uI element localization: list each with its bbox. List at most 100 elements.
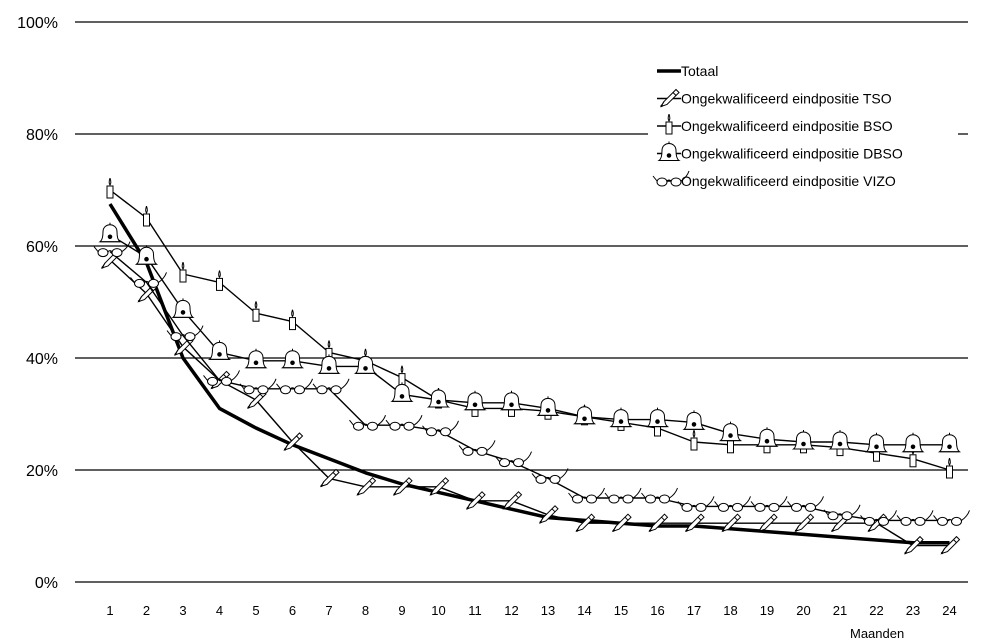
glasses-icon xyxy=(641,487,678,504)
bell-icon xyxy=(134,245,159,265)
legend-label: Ongekwalificeerd eindpositie TSO xyxy=(681,91,892,107)
legend-label: Ongekwalificeerd eindpositie VIZO xyxy=(681,173,896,189)
glasses-icon xyxy=(714,496,751,512)
glasses-icon xyxy=(458,440,496,456)
legend-item: Ongekwalificeerd eindpositie VIZO xyxy=(652,170,896,189)
x-tick-label: 7 xyxy=(325,603,332,618)
glasses-icon xyxy=(239,378,277,395)
pencil-icon xyxy=(502,491,523,510)
legend-box xyxy=(648,58,958,195)
y-tick-label: 20% xyxy=(26,463,58,480)
bell-icon xyxy=(536,396,560,416)
pencil-icon xyxy=(721,513,742,533)
glasses-icon xyxy=(312,378,350,395)
y-tick-label: 100% xyxy=(17,15,58,32)
bell-icon xyxy=(828,430,852,450)
x-tick-label: 17 xyxy=(687,603,701,618)
series xyxy=(98,222,962,453)
x-tick-label: 9 xyxy=(398,603,405,618)
legend-item: Ongekwalificeerd eindpositie BSO xyxy=(657,113,893,135)
series-line xyxy=(108,203,950,545)
pencil-icon xyxy=(684,513,705,533)
bell-icon xyxy=(901,432,925,453)
series-line xyxy=(109,259,950,547)
series-line xyxy=(109,251,950,522)
legend-item: Totaal xyxy=(657,63,718,79)
x-tick-label: 5 xyxy=(252,603,259,618)
x-tick-label: 1 xyxy=(106,603,113,618)
glasses-icon xyxy=(495,451,532,468)
x-tick-label: 2 xyxy=(143,603,150,618)
glasses-icon xyxy=(750,496,788,512)
glasses-icon xyxy=(349,415,386,431)
legend-label: Totaal xyxy=(681,63,718,79)
candle-icon xyxy=(216,270,223,291)
y-axis-ticks: 0% 20% 40% 60% 80% 100% xyxy=(17,15,58,592)
bell-icon xyxy=(718,421,743,442)
legend: Totaal Ongekwalificeerd eindpositie TSO On… xyxy=(648,58,958,195)
bell-icon xyxy=(864,432,889,453)
glasses-icon xyxy=(422,420,459,437)
glasses-icon xyxy=(385,415,423,431)
series xyxy=(100,250,961,555)
candle-icon xyxy=(946,457,953,479)
glasses-icon xyxy=(276,378,313,395)
pencil-icon xyxy=(575,513,596,533)
bell-icon xyxy=(98,222,122,243)
x-axis-label: Maanden xyxy=(850,626,904,641)
bell-icon xyxy=(207,340,232,360)
x-tick-label: 3 xyxy=(179,603,186,618)
glasses-icon xyxy=(860,510,897,526)
bell-icon xyxy=(682,410,706,430)
pencil-icon xyxy=(356,477,377,496)
candle-icon xyxy=(179,261,187,283)
candle-icon xyxy=(106,177,114,199)
y-tick-label: 0% xyxy=(35,575,58,592)
pencil-icon xyxy=(794,513,815,533)
candle-icon xyxy=(252,301,260,322)
x-tick-label: 6 xyxy=(289,603,296,618)
bell-icon xyxy=(244,348,268,369)
pencil-icon xyxy=(538,505,559,524)
candle-icon xyxy=(665,113,673,135)
glasses-icon xyxy=(531,468,569,484)
pencil-icon xyxy=(465,491,486,510)
glasses-icon xyxy=(130,272,167,288)
legend-item: Ongekwalificeerd eindpositie TSO xyxy=(657,88,892,108)
glasses-icon xyxy=(677,496,715,512)
glasses-icon xyxy=(896,510,934,526)
pencil-icon xyxy=(648,513,669,533)
bell-icon xyxy=(645,407,670,428)
x-tick-label: 18 xyxy=(723,603,737,618)
pencil-icon xyxy=(903,535,924,555)
x-tick-label: 13 xyxy=(541,603,555,618)
pencil-icon xyxy=(659,88,680,108)
series xyxy=(108,203,950,545)
candle-icon xyxy=(289,309,296,331)
bell-icon xyxy=(572,404,597,425)
x-axis-ticks: 1 2 3 4 5 6 7 8 9 10 11 12 13 14 15 16 17 18 19 20 21 22 23 24 xyxy=(106,603,956,618)
glasses-icon xyxy=(203,370,240,386)
x-tick-label: 19 xyxy=(760,603,774,618)
glasses-icon xyxy=(652,170,690,187)
legend-label: Ongekwalificeerd eindpositie BSO xyxy=(681,118,893,134)
bell-icon xyxy=(937,432,962,453)
x-tick-label: 22 xyxy=(869,603,883,618)
x-tick-label: 10 xyxy=(431,603,445,618)
series xyxy=(106,177,953,479)
x-tick-label: 14 xyxy=(577,603,591,618)
candle-icon xyxy=(143,205,150,227)
glasses-icon xyxy=(93,241,131,258)
bell-icon xyxy=(463,390,487,411)
glasses-icon xyxy=(787,496,824,512)
bell-icon xyxy=(499,390,524,411)
series-line xyxy=(109,189,950,471)
x-tick-label: 23 xyxy=(906,603,920,618)
y-tick-label: 80% xyxy=(26,127,58,144)
glasses-icon xyxy=(933,510,970,526)
series xyxy=(93,241,970,526)
bell-icon xyxy=(755,427,779,447)
bell-icon xyxy=(390,382,414,402)
